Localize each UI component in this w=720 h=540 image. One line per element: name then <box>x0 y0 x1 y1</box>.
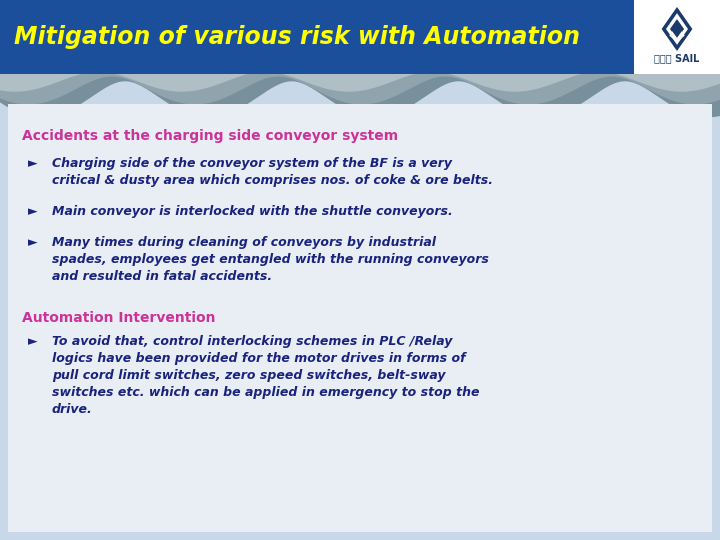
Text: सेल SAIL: सेल SAIL <box>654 53 700 63</box>
Text: ►: ► <box>28 236 37 249</box>
Polygon shape <box>662 7 693 51</box>
FancyBboxPatch shape <box>0 74 720 540</box>
Text: To avoid that, control interlocking schemes in PLC /Relay: To avoid that, control interlocking sche… <box>52 335 452 348</box>
Polygon shape <box>670 31 685 42</box>
Text: ►: ► <box>28 157 37 170</box>
Text: logics have been provided for the motor drives in forms of: logics have been provided for the motor … <box>52 352 466 365</box>
Text: drive.: drive. <box>52 403 93 416</box>
Text: and resulted in fatal accidents.: and resulted in fatal accidents. <box>52 270 272 283</box>
Text: ►: ► <box>28 335 37 348</box>
FancyBboxPatch shape <box>0 0 720 74</box>
Text: critical & dusty area which comprises nos. of coke & ore belts.: critical & dusty area which comprises no… <box>52 174 493 187</box>
Text: pull cord limit switches, zero speed switches, belt-sway: pull cord limit switches, zero speed swi… <box>52 369 446 382</box>
Polygon shape <box>670 19 684 39</box>
Text: Automation Intervention: Automation Intervention <box>22 311 215 325</box>
Text: switches etc. which can be applied in emergency to stop the: switches etc. which can be applied in em… <box>52 386 480 399</box>
Text: spades, employees get entangled with the running conveyors: spades, employees get entangled with the… <box>52 253 489 266</box>
FancyBboxPatch shape <box>634 0 720 74</box>
Text: Accidents at the charging side conveyor system: Accidents at the charging side conveyor … <box>22 129 398 143</box>
Text: Many times during cleaning of conveyors by industrial: Many times during cleaning of conveyors … <box>52 236 436 249</box>
Text: Mitigation of various risk with Automation: Mitigation of various risk with Automati… <box>14 25 580 49</box>
Text: ►: ► <box>28 205 37 218</box>
FancyBboxPatch shape <box>8 104 712 532</box>
Text: Charging side of the conveyor system of the BF is a very: Charging side of the conveyor system of … <box>52 157 452 170</box>
Polygon shape <box>666 13 688 45</box>
Text: Main conveyor is interlocked with the shuttle conveyors.: Main conveyor is interlocked with the sh… <box>52 205 453 218</box>
